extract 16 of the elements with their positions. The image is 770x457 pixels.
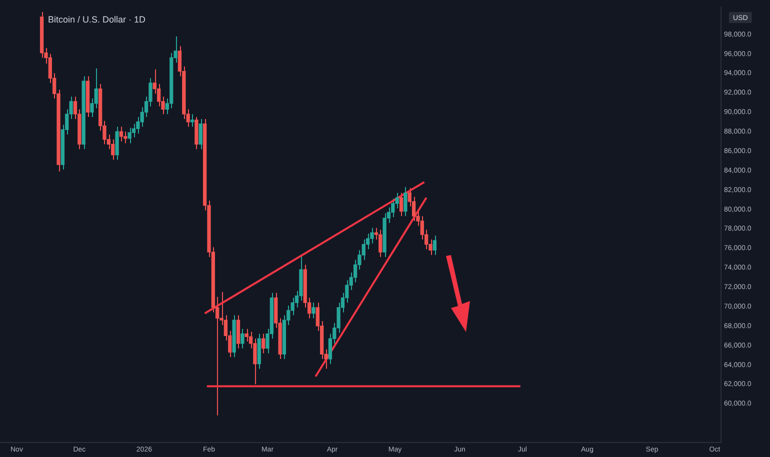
text: Bitcoin / U.S. Dollar · 1D xyxy=(48,14,146,24)
candlestick xyxy=(119,126,124,142)
candlestick xyxy=(244,328,248,342)
candlestick xyxy=(378,229,382,258)
candlestick xyxy=(236,314,240,349)
candlestick xyxy=(404,186,408,217)
candlestick xyxy=(115,126,119,160)
candlestick xyxy=(240,328,244,349)
candlestick xyxy=(111,138,115,160)
candlestick xyxy=(198,118,202,150)
candlestick xyxy=(128,127,132,144)
candlestick xyxy=(432,235,437,256)
candlestick xyxy=(312,302,316,319)
candlestick xyxy=(190,114,194,128)
candlestick xyxy=(399,192,404,217)
candlestick xyxy=(261,333,266,354)
